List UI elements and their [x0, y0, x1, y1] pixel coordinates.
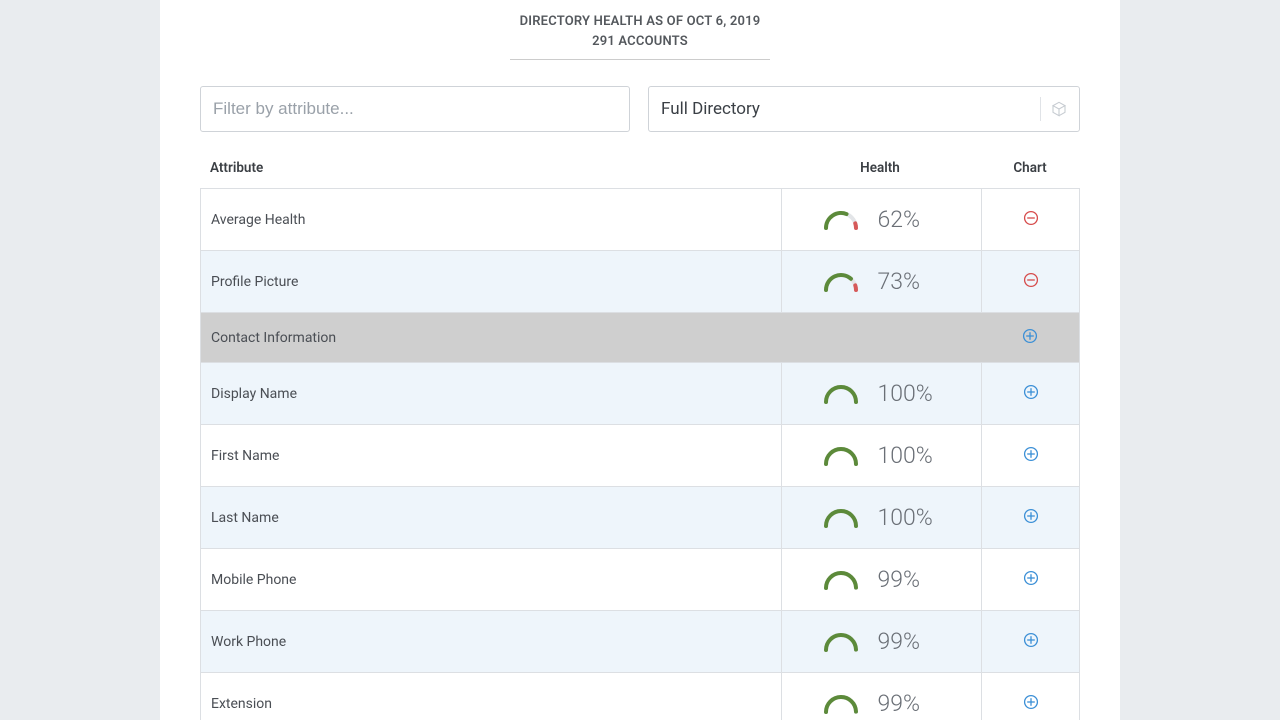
health-cell: 99%: [781, 611, 981, 672]
table-body: Average Health 62% Profile Picture 73%: [200, 188, 1080, 720]
table-row: Average Health 62%: [201, 189, 1079, 251]
attribute-label: Last Name: [201, 510, 781, 526]
attribute-label: Display Name: [201, 386, 781, 402]
gauge-icon: [822, 507, 860, 529]
cube-icon: [1040, 97, 1067, 121]
health-cell: 100%: [781, 425, 981, 486]
health-value: 100%: [878, 504, 942, 531]
filter-attribute-input[interactable]: [200, 86, 630, 132]
gauge-icon: [822, 631, 860, 653]
header-title: DIRECTORY HEALTH AS OF OCT 6, 2019: [160, 12, 1120, 32]
section-label: Contact Information: [201, 330, 781, 346]
column-health: Health: [780, 160, 980, 176]
gauge-icon: [822, 209, 860, 231]
attribute-label: Mobile Phone: [201, 572, 781, 588]
table-row: Work Phone 99%: [201, 611, 1079, 673]
health-cell: 62%: [781, 189, 981, 250]
expand-button[interactable]: [981, 313, 1079, 362]
plus-circle-icon: [1023, 570, 1039, 590]
chart-toggle-button[interactable]: [981, 673, 1079, 720]
attribute-label: Average Health: [201, 212, 781, 228]
section-row: Contact Information: [201, 313, 1079, 363]
header-subtitle: 291 ACCOUNTS: [160, 32, 1120, 52]
column-chart: Chart: [980, 160, 1080, 176]
health-value: 62%: [878, 206, 942, 233]
table-row: Last Name 100%: [201, 487, 1079, 549]
table-row: First Name 100%: [201, 425, 1079, 487]
health-value: 100%: [878, 380, 942, 407]
column-attribute: Attribute: [200, 160, 780, 176]
health-value: 100%: [878, 442, 942, 469]
plus-circle-icon: [1023, 632, 1039, 652]
attribute-label: Extension: [201, 696, 781, 712]
health-value: 73%: [878, 268, 942, 295]
minus-circle-icon: [1023, 272, 1039, 292]
table-row: Extension 99%: [201, 673, 1079, 720]
gauge-icon: [822, 569, 860, 591]
plus-circle-icon: [1023, 694, 1039, 714]
chart-toggle-button[interactable]: [981, 425, 1079, 486]
table-head: Attribute Health Chart: [200, 150, 1080, 188]
plus-circle-icon: [1023, 384, 1039, 404]
plus-circle-icon: [1023, 446, 1039, 466]
table-row: Profile Picture 73%: [201, 251, 1079, 313]
attribute-label: Profile Picture: [201, 274, 781, 290]
minus-circle-icon: [1023, 210, 1039, 230]
gauge-icon: [822, 383, 860, 405]
health-cell: 100%: [781, 363, 981, 424]
header: DIRECTORY HEALTH AS OF OCT 6, 2019 291 A…: [160, 12, 1120, 60]
attribute-label: Work Phone: [201, 634, 781, 650]
table-row: Display Name 100%: [201, 363, 1079, 425]
filters-row: Full Directory: [160, 60, 1120, 150]
health-value: 99%: [878, 628, 942, 655]
chart-toggle-button[interactable]: [981, 611, 1079, 672]
health-cell: 99%: [781, 673, 981, 720]
plus-circle-icon: [1023, 508, 1039, 528]
attribute-label: First Name: [201, 448, 781, 464]
health-cell: 99%: [781, 549, 981, 610]
section-health-empty: [781, 313, 981, 362]
gauge-icon: [822, 271, 860, 293]
directory-select-value: Full Directory: [661, 99, 760, 119]
gauge-icon: [822, 445, 860, 467]
chart-toggle-button[interactable]: [981, 363, 1079, 424]
chart-toggle-button[interactable]: [981, 251, 1079, 312]
health-value: 99%: [878, 566, 942, 593]
directory-health-card: DIRECTORY HEALTH AS OF OCT 6, 2019 291 A…: [160, 0, 1120, 720]
gauge-icon: [822, 693, 860, 715]
chart-toggle-button[interactable]: [981, 549, 1079, 610]
directory-select[interactable]: Full Directory: [648, 86, 1080, 132]
health-cell: 100%: [781, 487, 981, 548]
health-cell: 73%: [781, 251, 981, 312]
plus-circle-icon: [1022, 328, 1038, 348]
chart-toggle-button[interactable]: [981, 487, 1079, 548]
health-value: 99%: [878, 690, 942, 717]
table-row: Mobile Phone 99%: [201, 549, 1079, 611]
health-table: Attribute Health Chart Average Health 62…: [200, 150, 1080, 720]
chart-toggle-button[interactable]: [981, 189, 1079, 250]
